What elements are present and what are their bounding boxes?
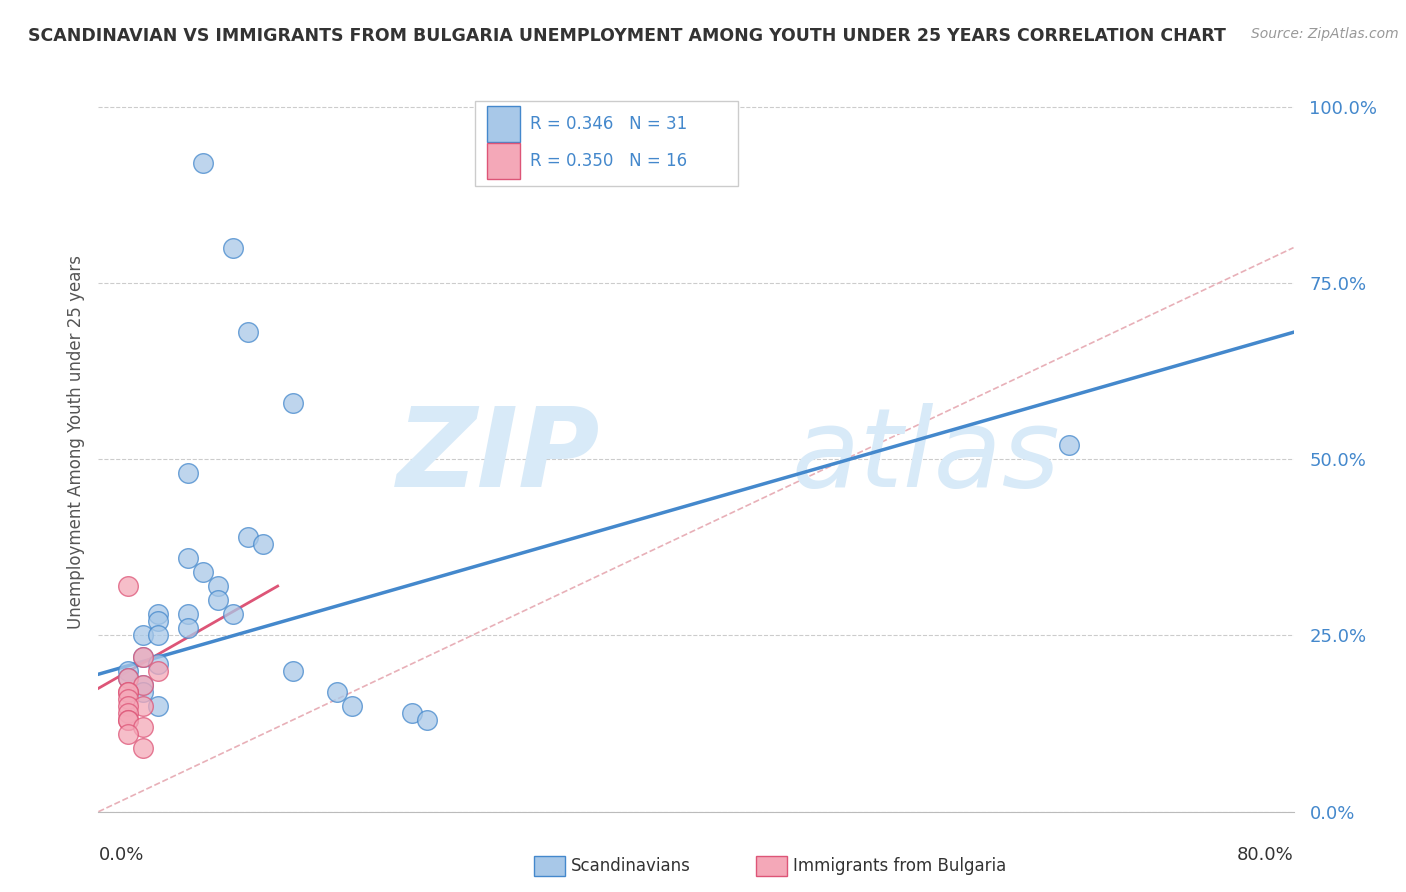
Point: [177, 467, 200, 481]
Point: [207, 579, 229, 593]
Point: [236, 325, 259, 339]
Point: [222, 607, 245, 622]
Point: [281, 396, 304, 410]
Point: [1059, 438, 1081, 452]
Point: [132, 741, 155, 756]
Point: [132, 678, 155, 692]
Point: [207, 593, 229, 607]
Point: [191, 565, 214, 579]
Point: [222, 241, 245, 255]
Point: [132, 698, 155, 713]
Point: [132, 678, 155, 692]
Point: [236, 530, 259, 544]
Text: Immigrants from Bulgaria: Immigrants from Bulgaria: [793, 857, 1007, 875]
Point: [117, 685, 139, 699]
Point: [117, 698, 139, 713]
Point: [132, 720, 155, 734]
Point: [326, 685, 349, 699]
Y-axis label: Unemployment Among Youth under 25 years: Unemployment Among Youth under 25 years: [66, 254, 84, 629]
Point: [177, 621, 200, 635]
Text: 80.0%: 80.0%: [1237, 847, 1294, 864]
Point: [148, 628, 170, 642]
Point: [117, 706, 139, 720]
Point: [117, 579, 139, 593]
Point: [281, 664, 304, 678]
Point: [148, 657, 170, 671]
FancyBboxPatch shape: [486, 144, 520, 178]
Point: [416, 713, 439, 727]
Point: [132, 685, 155, 699]
Point: [132, 649, 155, 664]
Point: [148, 664, 170, 678]
Point: [342, 698, 364, 713]
Point: [117, 713, 139, 727]
Point: [117, 664, 139, 678]
Point: [117, 671, 139, 685]
Point: [148, 615, 170, 629]
Point: [177, 607, 200, 622]
FancyBboxPatch shape: [486, 106, 520, 142]
Text: ZIP: ZIP: [396, 403, 600, 510]
Point: [117, 685, 139, 699]
Point: [132, 649, 155, 664]
Text: R = 0.346   N = 31: R = 0.346 N = 31: [530, 115, 688, 133]
Text: atlas: atlas: [792, 403, 1060, 510]
Point: [191, 156, 214, 170]
Point: [401, 706, 423, 720]
Text: R = 0.350   N = 16: R = 0.350 N = 16: [530, 152, 688, 170]
Point: [252, 537, 274, 551]
Text: Scandinavians: Scandinavians: [571, 857, 690, 875]
Point: [148, 607, 170, 622]
Text: Source: ZipAtlas.com: Source: ZipAtlas.com: [1251, 27, 1399, 41]
Point: [132, 628, 155, 642]
Point: [117, 692, 139, 706]
Point: [117, 713, 139, 727]
Point: [148, 698, 170, 713]
Point: [117, 671, 139, 685]
Text: 0.0%: 0.0%: [98, 847, 143, 864]
Text: SCANDINAVIAN VS IMMIGRANTS FROM BULGARIA UNEMPLOYMENT AMONG YOUTH UNDER 25 YEARS: SCANDINAVIAN VS IMMIGRANTS FROM BULGARIA…: [28, 27, 1226, 45]
FancyBboxPatch shape: [475, 101, 738, 186]
Point: [117, 727, 139, 741]
Point: [177, 550, 200, 565]
